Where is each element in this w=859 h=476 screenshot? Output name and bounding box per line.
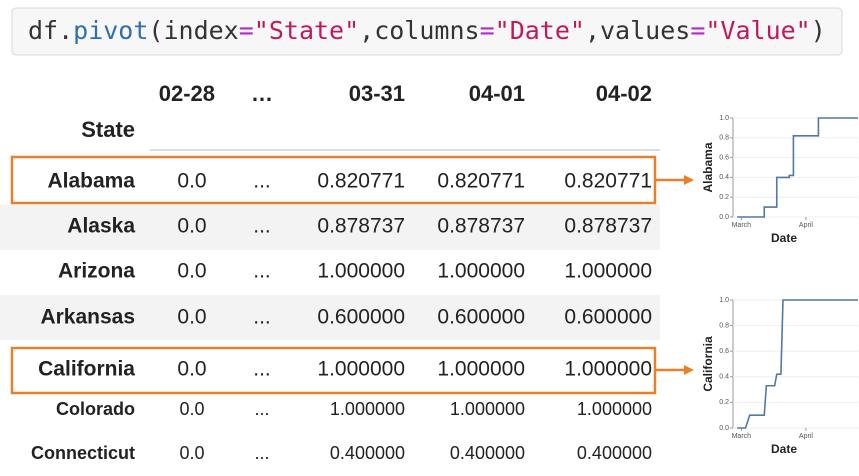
x-axis-label: Date (771, 442, 797, 456)
arrow-head (684, 365, 694, 375)
row-stripe (0, 205, 660, 250)
table-cell: 0.878737 (317, 215, 405, 238)
index-name: State (81, 117, 135, 142)
table-cell: 0.0 (177, 170, 206, 193)
data-line (737, 117, 858, 218)
x-tick-label: March (732, 222, 752, 229)
data-line (737, 299, 858, 429)
y-tick-label: 0.6 (719, 154, 729, 161)
y-tick-label: 0.2 (719, 399, 729, 406)
row-index: Connecticut (31, 443, 135, 463)
table-cell: 1.000000 (564, 358, 652, 381)
code-token: (index (148, 16, 238, 45)
code-line: df.pivot(index="State",columns="Date",va… (28, 16, 826, 45)
table-cell: 0.0 (177, 306, 206, 329)
row-index: Colorado (56, 399, 135, 419)
y-tick-label: 0.6 (719, 348, 729, 355)
code-box (11, 7, 843, 56)
table-cell: 1.000000 (437, 358, 525, 381)
row-index: Alaska (67, 215, 135, 238)
x-tick-label: April (799, 222, 813, 229)
code-token: ,columns (359, 16, 479, 45)
table-cell: ... (253, 215, 271, 238)
table-cell: 1.000000 (437, 260, 525, 283)
table-cell: 0.878737 (437, 215, 525, 238)
arrow-head (684, 175, 694, 185)
table-cell: 1.000000 (330, 399, 405, 419)
table-cell: 1.000000 (577, 399, 652, 419)
table-cell: 1.000000 (317, 358, 405, 381)
x-tick-label: April (799, 433, 813, 440)
table-cell: ... (253, 358, 271, 381)
row-index: Alabama (47, 170, 135, 193)
y-tick-label: 1.0 (719, 297, 729, 304)
code-token: df. (28, 16, 73, 45)
y-tick-label: 0.0 (719, 425, 729, 432)
y-axis-label: Alabama (701, 142, 715, 192)
code-token: ) (811, 16, 826, 45)
x-tick-label: March (732, 433, 752, 440)
table-cell: 0.0 (177, 260, 206, 283)
code-token: = (690, 16, 705, 45)
table-cell: 0.0 (179, 443, 204, 463)
table-cell: 0.820771 (437, 170, 525, 193)
table-cell: 0.0 (179, 399, 204, 419)
table-cell: 1.000000 (450, 399, 525, 419)
table-cell: 0.600000 (317, 306, 405, 329)
table-cell: 0.0 (177, 215, 206, 238)
code-token: "State" (254, 16, 359, 45)
code-token: "Date" (495, 16, 585, 45)
table-cell: 1.000000 (564, 260, 652, 283)
column-header: 02-28 (159, 81, 215, 106)
row-index: California (38, 358, 135, 381)
table-cell: ... (254, 443, 269, 463)
table-cell: 0.600000 (437, 306, 525, 329)
table-cell: 0.0 (177, 358, 206, 381)
row-index: Arkansas (40, 306, 135, 329)
table-cell: 0.820771 (317, 170, 405, 193)
code-token: = (480, 16, 495, 45)
column-header: 04-01 (469, 81, 525, 106)
code-token: pivot (73, 16, 148, 45)
table-cell: 0.400000 (577, 443, 652, 463)
table-cell: 0.820771 (564, 170, 652, 193)
y-axis-label: California (701, 336, 715, 392)
y-tick-label: 1.0 (719, 115, 729, 122)
y-tick-label: 0.8 (719, 322, 729, 329)
row-stripe (0, 295, 660, 340)
code-token: "Value" (705, 16, 810, 45)
y-tick-label: 0.8 (719, 135, 729, 142)
table-cell: 0.400000 (330, 443, 405, 463)
y-tick-label: 0.2 (719, 194, 729, 201)
y-tick-label: 0.4 (719, 374, 729, 381)
y-tick-label: 0.0 (719, 214, 729, 221)
y-tick-label: 0.4 (719, 174, 729, 181)
column-header: 04-02 (596, 81, 652, 106)
table-cell: 0.878737 (564, 215, 652, 238)
table-cell: ... (254, 399, 269, 419)
table-cell: 1.000000 (317, 260, 405, 283)
table-cell: 0.400000 (450, 443, 525, 463)
column-header: … (251, 81, 273, 106)
table-cell: ... (253, 306, 271, 329)
row-index: Arizona (58, 260, 135, 283)
x-axis-label: Date (771, 231, 797, 245)
table-cell: 0.600000 (564, 306, 652, 329)
column-header: 03-31 (349, 81, 405, 106)
code-token: ,values (585, 16, 690, 45)
table-cell: ... (253, 260, 271, 283)
table-cell: ... (253, 170, 271, 193)
code-token: = (239, 16, 254, 45)
